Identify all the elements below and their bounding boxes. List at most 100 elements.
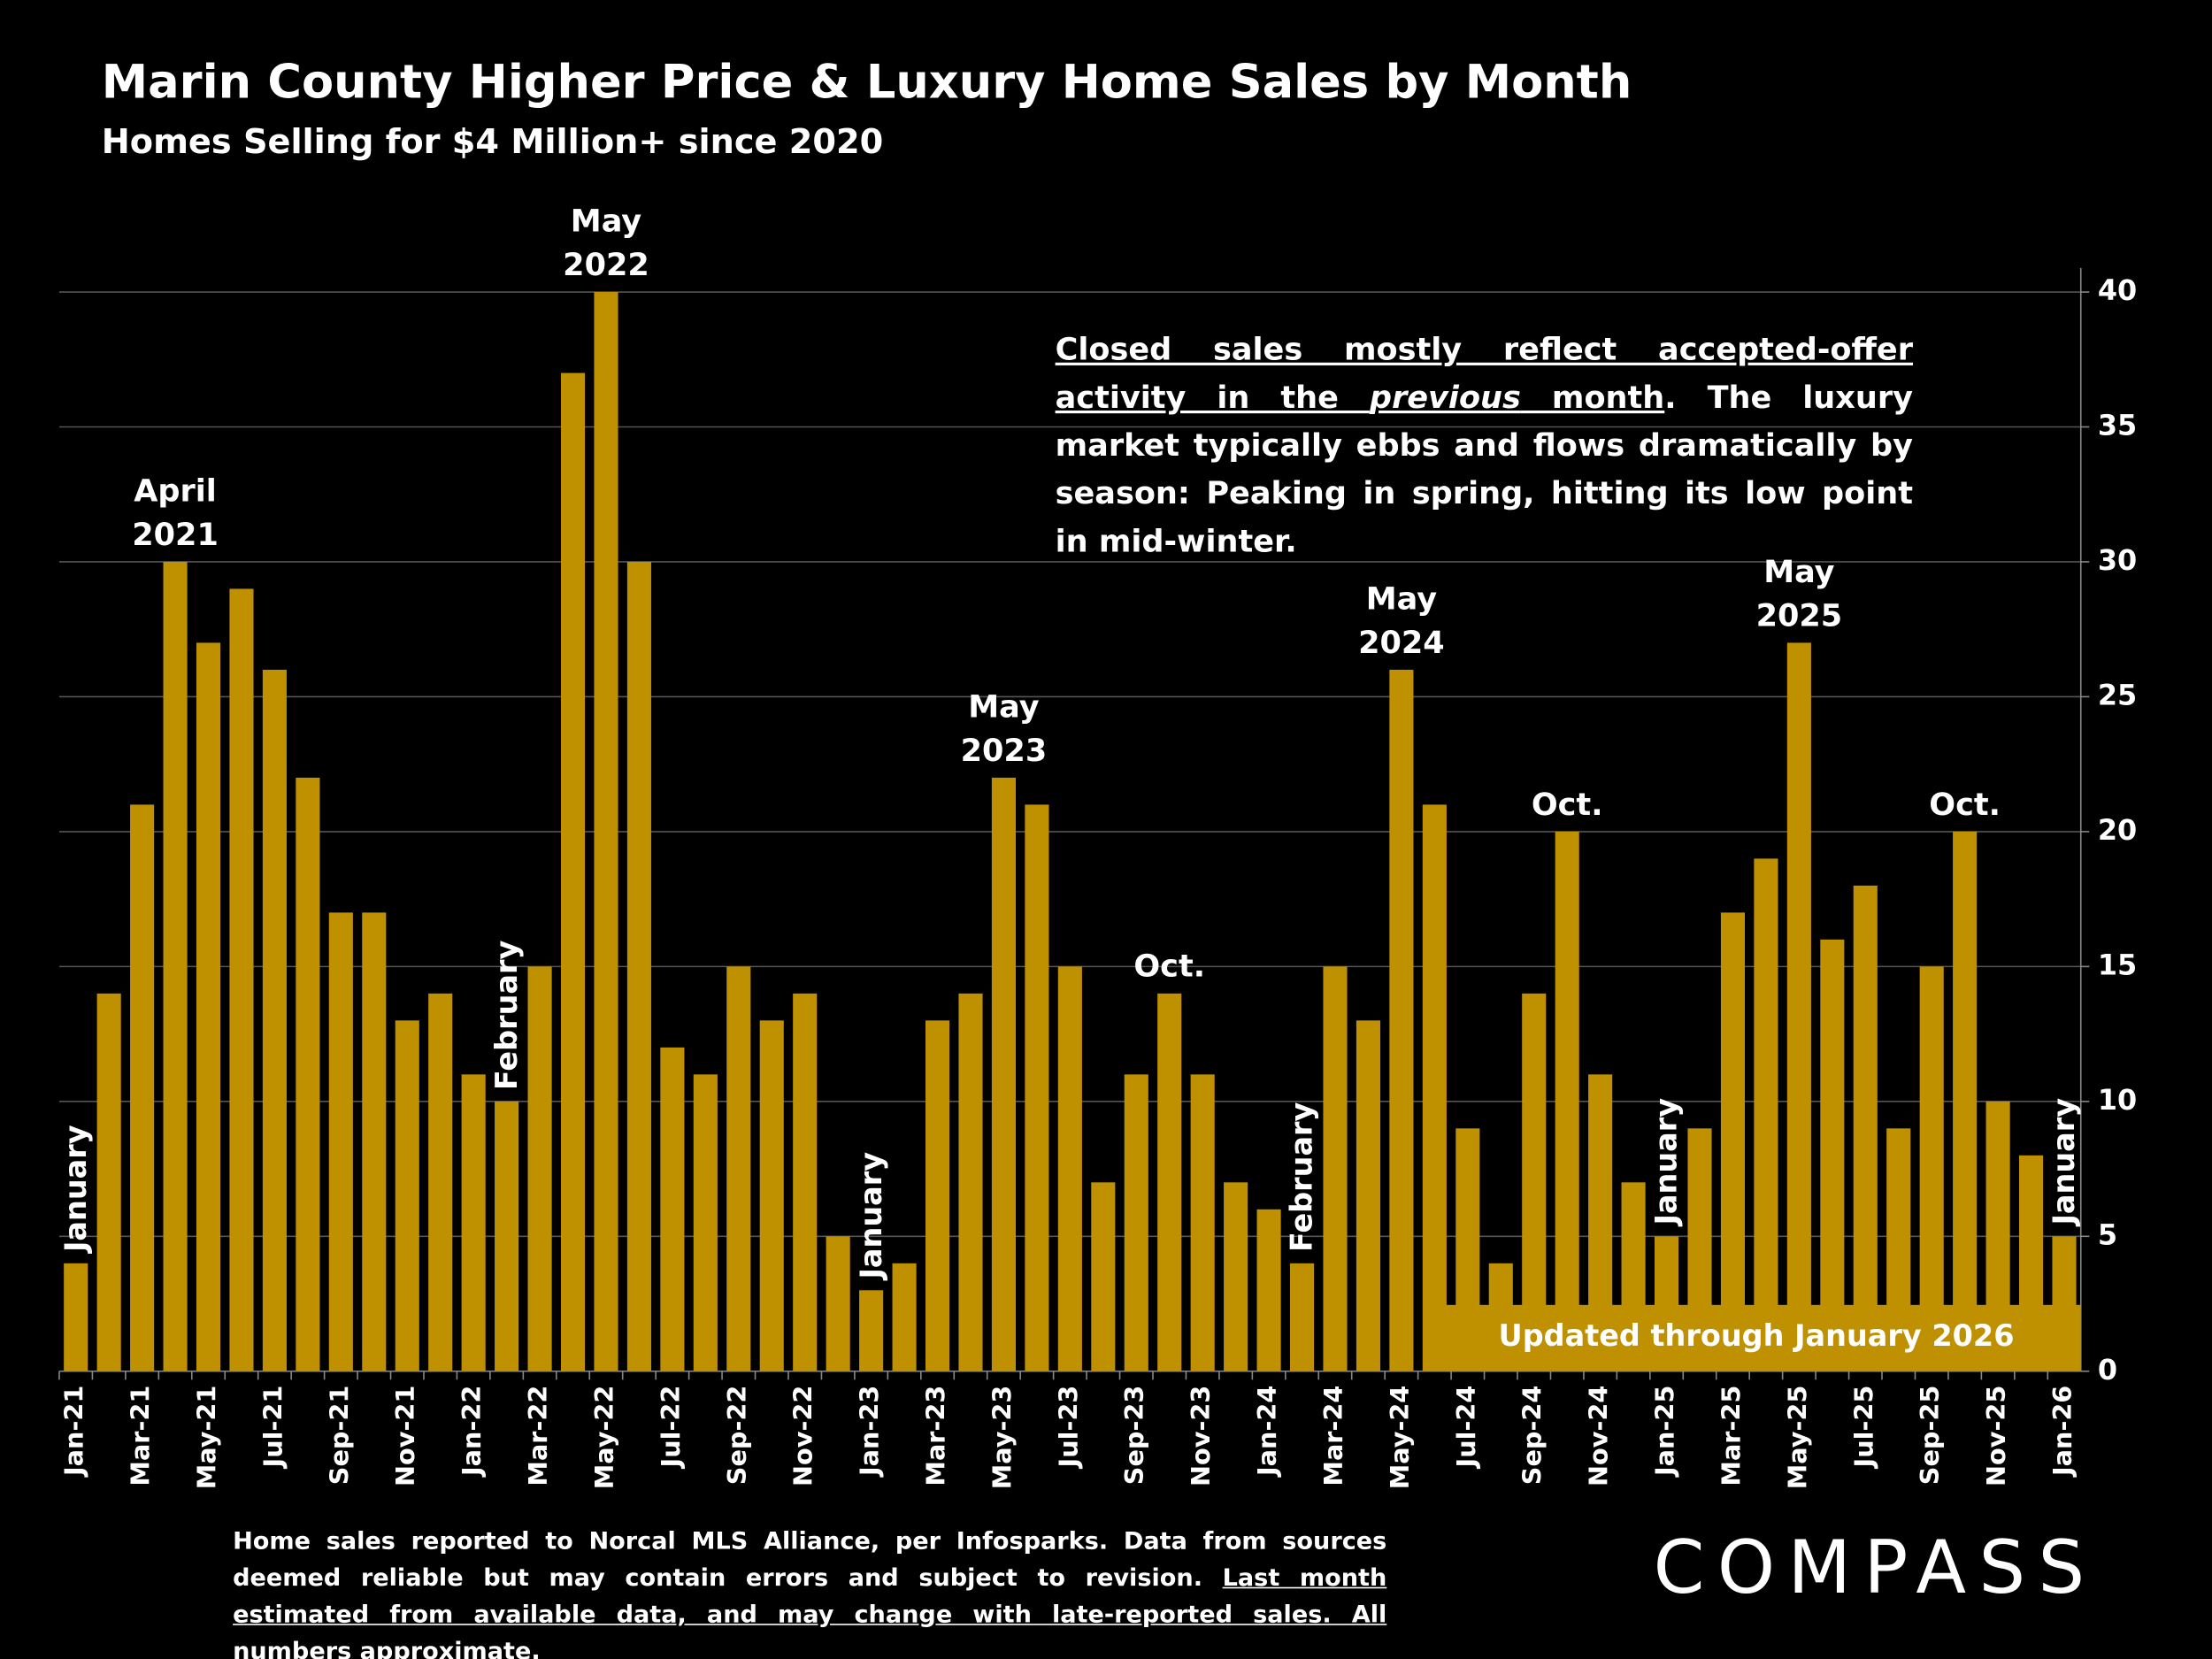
bar (1256, 1209, 1281, 1371)
x-tick-label: Mar-24 (1318, 1386, 1348, 1486)
x-tick-label: Jul-25 (1848, 1386, 1878, 1470)
x-tick-label: Mar-23 (921, 1386, 951, 1486)
y-tick-label: 25 (2098, 678, 2137, 711)
annotation: 2022 (563, 247, 649, 283)
bar (759, 1020, 784, 1371)
bar (1422, 804, 1447, 1371)
bar (1124, 1074, 1148, 1371)
note-text: month (1520, 380, 1665, 417)
bar (1853, 885, 1878, 1371)
x-tick-label: Jan-25 (1650, 1386, 1680, 1478)
annotation: 2024 (1358, 625, 1445, 661)
x-tick-label: Sep-21 (324, 1386, 354, 1485)
footer-text: Last month estimated from available data… (233, 1564, 1387, 1659)
annotation: April (134, 472, 217, 509)
vertical-annotation: February (1285, 1102, 1319, 1252)
chart-title: Marin County Higher Price & Luxury Home … (102, 55, 1632, 109)
bar (1356, 1020, 1381, 1371)
x-tick-label: Jul-21 (257, 1386, 288, 1470)
x-tick-label: Jan-24 (1252, 1386, 1282, 1478)
x-tick-label: Nov-25 (1981, 1386, 2011, 1486)
x-tick-label: Jan-21 (59, 1386, 89, 1478)
x-tick-label: Nov-23 (1186, 1386, 1216, 1486)
y-tick-label: 40 (2098, 273, 2137, 307)
y-tick-label: 35 (2098, 409, 2137, 442)
bar (1057, 966, 1082, 1371)
annotation: May (968, 688, 1039, 725)
bar (1091, 1182, 1116, 1371)
bar (925, 1020, 950, 1371)
annotation: 2025 (1756, 597, 1843, 634)
x-tick-label: May-21 (192, 1386, 222, 1490)
bar (693, 1074, 718, 1371)
vertical-annotation: January (2047, 1098, 2081, 1227)
y-tick-label: 10 (2098, 1083, 2137, 1117)
bar (1820, 939, 1845, 1371)
footer-text: Home sales reported to Norcal MLS Allian… (233, 1527, 1387, 1594)
bar (362, 912, 387, 1371)
x-tick-label: Jan-23 (855, 1386, 885, 1478)
bar (892, 1263, 917, 1371)
bar (660, 1047, 685, 1371)
annotation: Oct. (1532, 787, 1603, 823)
bar (991, 777, 1016, 1371)
footer: Home sales reported to Norcal MLS Allian… (233, 1524, 1386, 1659)
note: Closed sales mostly reflect accepted-off… (1056, 327, 1913, 567)
x-tick-label: Jul-22 (656, 1386, 686, 1470)
x-tick-label: Mar-25 (1716, 1386, 1746, 1486)
y-tick-label: 5 (2098, 1217, 2117, 1251)
bar (130, 804, 155, 1371)
vertical-annotation: January (854, 1152, 888, 1281)
bar (958, 993, 983, 1371)
bar (229, 588, 254, 1371)
bar (495, 1101, 519, 1371)
brand-logo: COMPASS (1653, 1526, 2098, 1611)
bar (1786, 642, 1811, 1371)
bar (726, 966, 751, 1371)
bar (96, 993, 121, 1371)
note-text: . The luxury market typically ebbs and f… (1055, 380, 1914, 560)
chart-subtitle: Homes Selling for $4 Million+ since 2020 (102, 122, 883, 162)
x-tick-label: Sep-22 (722, 1386, 752, 1485)
x-tick-label: Jan-26 (2047, 1386, 2078, 1478)
x-tick-label: May-25 (1782, 1386, 1812, 1490)
y-tick-label: 30 (2098, 543, 2137, 577)
bar (1555, 831, 1579, 1371)
annotation: 2023 (961, 733, 1048, 769)
bar (1323, 966, 1348, 1371)
x-tick-label: Jan-22 (457, 1386, 487, 1478)
x-tick-label: Nov-22 (788, 1386, 818, 1486)
bar (64, 1263, 88, 1371)
badge-box (1425, 1304, 2081, 1371)
bar (1157, 993, 1182, 1371)
bar (626, 561, 651, 1371)
x-tick-label: May-24 (1385, 1386, 1415, 1490)
bar (859, 1290, 884, 1371)
x-tick-label: Mar-21 (126, 1386, 156, 1486)
x-tick-label: May-22 (589, 1386, 619, 1490)
x-tick-label: Sep-25 (1915, 1386, 1945, 1485)
bar (1224, 1182, 1248, 1371)
x-tick-label: Sep-23 (1119, 1386, 1149, 1485)
bar (1720, 912, 1746, 1371)
y-tick-label: 20 (2098, 813, 2137, 847)
bar (1190, 1074, 1215, 1371)
footer-text: . (531, 1638, 541, 1659)
bar (527, 966, 552, 1371)
bar (1289, 1263, 1315, 1371)
x-tick-label: Jul-24 (1451, 1386, 1481, 1470)
x-tick-label: Jul-23 (1053, 1386, 1083, 1470)
x-tick-label: Nov-21 (390, 1386, 420, 1486)
bar (826, 1236, 850, 1371)
note-text: previous (1369, 380, 1521, 417)
bar (1754, 858, 1778, 1371)
bar (1389, 669, 1414, 1371)
bar (1953, 831, 1978, 1371)
bar (461, 1074, 486, 1371)
y-tick-label: 0 (2098, 1353, 2117, 1386)
badge-text: Updated through January 2026 (1499, 1318, 2015, 1353)
bar (395, 1020, 419, 1371)
annotation: May (1763, 554, 1834, 590)
annotation: 2021 (132, 517, 219, 553)
